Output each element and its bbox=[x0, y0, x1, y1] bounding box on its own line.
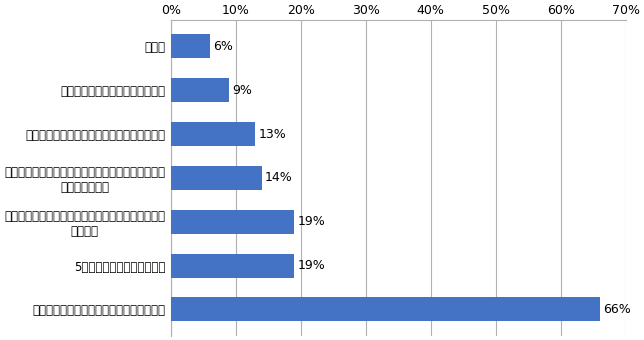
Bar bbox=[171, 254, 294, 278]
Text: 13%: 13% bbox=[258, 128, 286, 140]
Bar bbox=[171, 122, 255, 146]
Bar bbox=[171, 166, 261, 190]
Bar bbox=[171, 78, 229, 102]
Text: 14%: 14% bbox=[265, 171, 293, 184]
Bar bbox=[171, 210, 294, 234]
Text: 66%: 66% bbox=[603, 303, 631, 316]
Text: 9%: 9% bbox=[232, 84, 252, 97]
Bar bbox=[171, 298, 600, 322]
Bar bbox=[171, 34, 210, 58]
Text: 6%: 6% bbox=[213, 40, 233, 53]
Text: 19%: 19% bbox=[298, 259, 325, 272]
Text: 19%: 19% bbox=[298, 215, 325, 228]
